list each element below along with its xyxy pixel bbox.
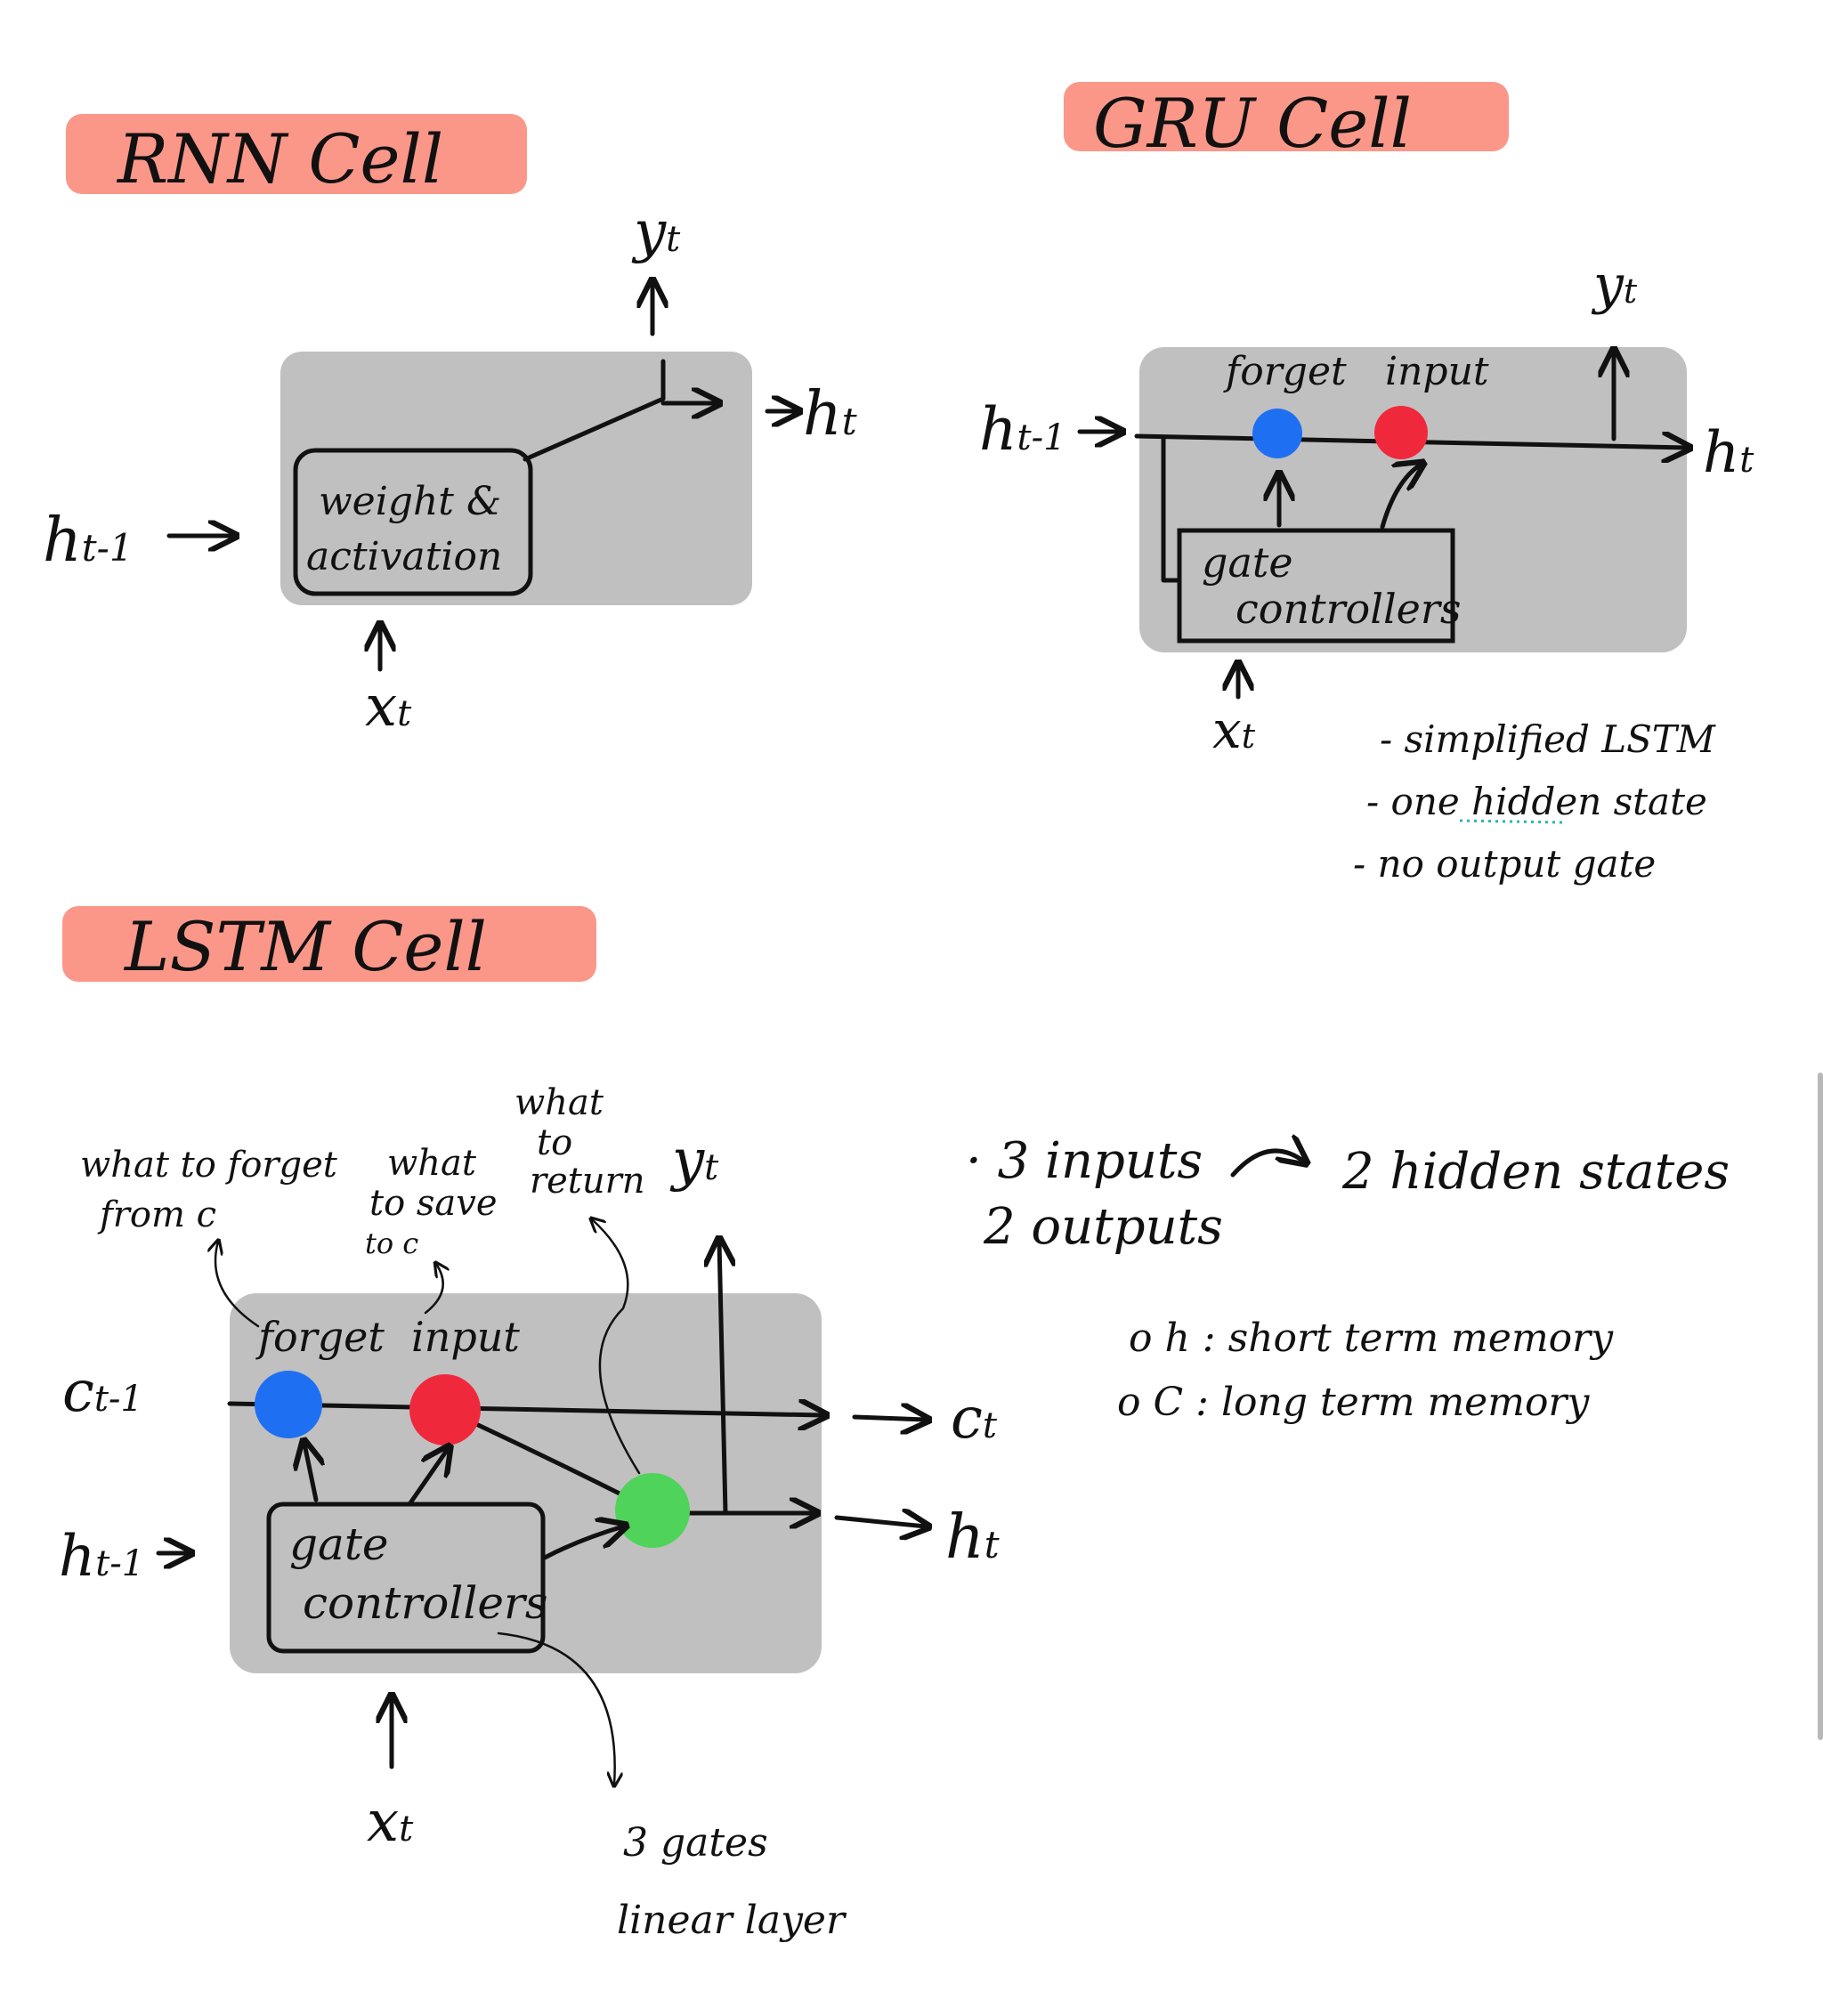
- gru-note-1: - simplified LSTM: [1380, 717, 1716, 761]
- gru-input-gate: [1374, 406, 1428, 459]
- rnn-input-x: xt: [365, 674, 412, 740]
- lstm-annot-forget-pointer: [215, 1242, 260, 1328]
- lstm-input-c: ct-1: [62, 1359, 143, 1425]
- rnn-output-y: yt: [631, 199, 681, 265]
- lstm-forget-arrow: [304, 1444, 316, 1502]
- lstm-controllers-label-1: gate: [289, 1518, 389, 1570]
- lstm-h-out-arrow: [834, 1518, 926, 1526]
- rnn-output-path: [523, 359, 666, 462]
- lstm-annot-save-pointer: [424, 1264, 443, 1315]
- lstm-title: LSTM Cell: [123, 907, 487, 986]
- lstm-input-to-output-path: [474, 1421, 626, 1498]
- rnn-input-h: ht-1: [43, 506, 134, 576]
- gru-output-h: ht: [1703, 420, 1754, 486]
- rnn-block-label-2: activation: [306, 534, 502, 579]
- lstm-output-gate-arrow: [542, 1526, 623, 1560]
- lstm-input-h: ht-1: [59, 1524, 144, 1590]
- lstm-output-c: ct: [951, 1386, 998, 1452]
- gru-note-3: - no output gate: [1353, 842, 1656, 886]
- lstm-annot-return-pointer: [592, 1219, 641, 1475]
- gru-input-x: xt: [1212, 700, 1256, 760]
- gru-title-highlight: [1064, 82, 1509, 151]
- gru-output-y: yt: [1591, 254, 1638, 316]
- gru-input-arrow: [1380, 465, 1421, 530]
- rnn-title-highlight: [66, 114, 527, 194]
- gru-input-h: ht-1: [979, 395, 1066, 464]
- gru-controllers-label-2: controllers: [1236, 585, 1462, 633]
- lstm-input-gate: [409, 1374, 481, 1445]
- lstm-annot-return-1: what: [514, 1082, 604, 1123]
- gru-forget-gate: [1252, 409, 1302, 458]
- lstm-input-arrow: [407, 1449, 448, 1507]
- gru-note-underline: [1459, 819, 1563, 824]
- rnn-section: RNN Cell weight & activation yt ht ht-1 …: [43, 114, 857, 740]
- lstm-input-label: input: [411, 1313, 520, 1361]
- lstm-summary-inputs: · 3 inputs: [966, 1132, 1203, 1190]
- gru-forget-label: forget: [1223, 349, 1347, 394]
- lstm-annot-gates-pointer: [497, 1631, 615, 1785]
- lstm-forget-label: forget: [255, 1313, 385, 1361]
- gru-title: GRU Cell: [1093, 84, 1412, 163]
- lstm-memory-c: o C : long term memory: [1117, 1380, 1590, 1425]
- lstm-input-x: xt: [367, 1789, 414, 1855]
- lstm-summary-arrow: [1230, 1151, 1304, 1178]
- gru-section: GRU Cell forget input gate controllers h…: [979, 82, 1754, 886]
- lstm-cell-box: [230, 1293, 822, 1673]
- lstm-y-arrow: [719, 1242, 725, 1516]
- rnn-block-label-1: weight &: [319, 479, 501, 524]
- lstm-annot-save-2: to save: [369, 1183, 498, 1224]
- lstm-summary-hidden: 2 hidden states: [1341, 1143, 1730, 1201]
- lstm-annot-return-3: return: [530, 1161, 645, 1202]
- lstm-memory-h: o h : short term memory: [1129, 1316, 1614, 1361]
- rnn-cell-box: [280, 352, 752, 605]
- lstm-c-out-arrow: [852, 1417, 926, 1420]
- lstm-annot-gates-2: linear layer: [617, 1898, 847, 1943]
- lstm-annot-gates-1: 3 gates: [623, 1820, 768, 1866]
- lstm-annot-forget-2: from c: [97, 1194, 216, 1235]
- lstm-title-highlight: [62, 906, 596, 982]
- gru-h-branch: [1161, 435, 1182, 583]
- gru-controllers-label-1: gate: [1202, 538, 1293, 587]
- rnn-weight-activation-box: [293, 448, 533, 596]
- lstm-forget-gate: [255, 1371, 322, 1438]
- gru-gate-controllers-box: [1177, 528, 1455, 644]
- rnn-output-h: ht: [803, 379, 857, 449]
- lstm-annot-save-3: to c: [365, 1227, 418, 1260]
- lstm-annot-forget-1: what to forget: [80, 1145, 338, 1186]
- lstm-section: LSTM Cell forget input gate controllers …: [59, 906, 1730, 1943]
- gru-note-2: - one hidden state: [1366, 780, 1707, 823]
- lstm-gate-controllers-box: [266, 1502, 546, 1654]
- lstm-annot-save-1: what: [387, 1143, 477, 1184]
- lstm-output-h: ht: [945, 1502, 1000, 1573]
- lstm-output-gate: [615, 1473, 690, 1548]
- lstm-annot-return-2: to: [537, 1122, 572, 1163]
- vertical-scrollbar[interactable]: [1818, 1073, 1823, 1740]
- rnn-title: RNN Cell: [116, 119, 443, 198]
- gru-input-label: input: [1385, 349, 1489, 394]
- lstm-output-y: yt: [669, 1128, 719, 1194]
- lstm-controllers-label-2: controllers: [303, 1577, 548, 1629]
- lstm-summary-outputs: 2 outputs: [983, 1198, 1223, 1256]
